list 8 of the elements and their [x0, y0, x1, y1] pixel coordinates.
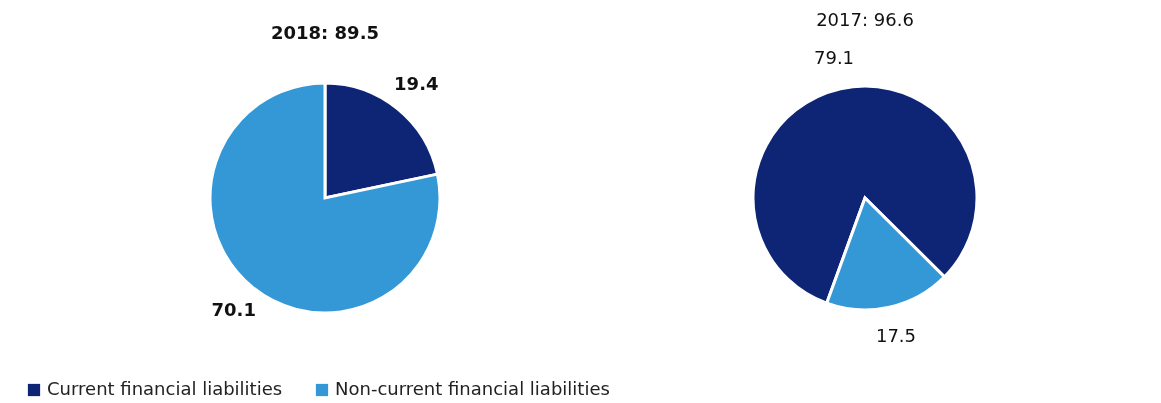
- data-label: 70.1: [211, 298, 256, 320]
- data-label: 19.4: [394, 73, 439, 95]
- legend-label: Current financial liabilities: [47, 378, 283, 399]
- chart-title: 2017: 96.6: [816, 9, 914, 31]
- data-label: 79.1: [813, 47, 855, 69]
- legend-label: Non-current financial liabilities: [335, 378, 610, 399]
- chart-title: 2018: 89.5: [271, 22, 379, 43]
- data-label: 17.5: [875, 324, 917, 346]
